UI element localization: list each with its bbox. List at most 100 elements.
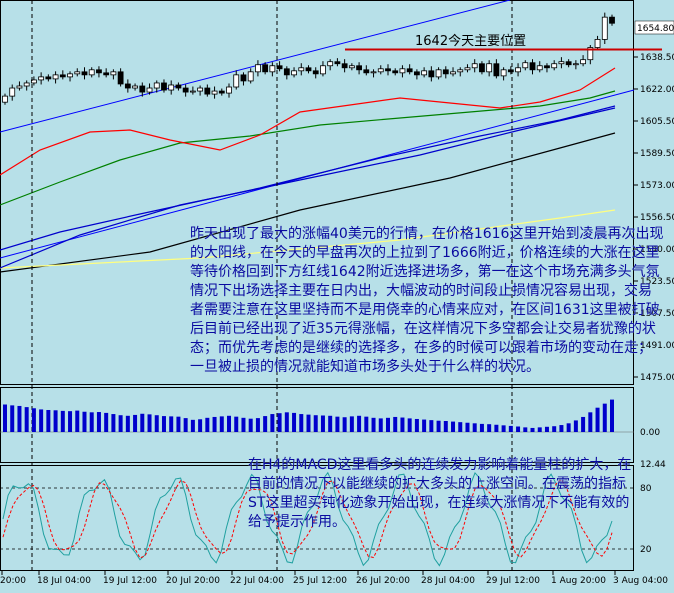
macd-bar [516,426,521,432]
macd-bar [169,416,174,432]
macd-bar [458,422,463,432]
candle-body [197,87,204,92]
y-tick-label: 1638.50 [640,53,674,63]
macd-bar [10,405,15,432]
candle-body [88,69,95,76]
x-tick-label: 26 Jul 20:00 [356,576,410,586]
macd-bar [284,412,289,432]
candle-body [515,67,521,73]
candle-body [233,74,240,88]
macd-bar [212,416,217,432]
macd-bar [508,425,513,432]
y-tick-label: 1523.50 [640,277,674,287]
macd-bar [537,427,542,432]
macd-bar [31,408,36,432]
y-tick-label: 1540.00 [640,245,674,255]
macd-bar [552,426,557,432]
candle-body [146,87,153,93]
macd-bar [313,415,318,432]
candle-body [276,65,283,70]
candle-body [38,76,45,81]
candle-body [572,63,579,66]
macd-bar [610,399,614,432]
ma-slow-line [0,132,616,273]
candle-body [609,16,615,24]
candle-body [348,65,355,69]
candle-body [363,69,370,74]
macd-bar [342,417,347,432]
candle-body [587,47,594,61]
candle-body [479,63,485,73]
macd-bar [154,415,159,432]
macd-bar [255,418,260,432]
candle-body [189,90,196,93]
macd-bar [414,418,419,432]
macd-bar [422,419,427,432]
macd-bar [147,414,152,432]
candle-body [522,62,529,69]
macd-bar [443,421,448,432]
candle-body [175,84,182,89]
candle-body [493,63,500,77]
candle-body [558,61,565,65]
macd-bar [234,416,239,432]
macd-bar [227,415,232,432]
macd-bar [544,426,549,432]
macd-bar [451,421,456,432]
ma-blue-line-2 [0,105,616,251]
x-tick-label: 20 Jul 20:00 [166,576,220,586]
candle-body [110,71,117,76]
candle-body [421,70,428,76]
macd-bar [17,405,22,432]
y-tick-label: 1507.50 [640,309,674,319]
macd-bar [219,416,224,432]
macd-bar [24,407,29,432]
candle-body [601,16,608,40]
macd-bar [96,412,101,432]
macd-bar [378,418,383,432]
candle-body [291,70,297,76]
x-tick-label: 22 Jul 04:00 [230,576,284,586]
stoch-tick-label: 80 [640,484,652,494]
y-tick-label: 1622.00 [640,85,674,95]
macd-bar [479,423,484,432]
candle-body [283,68,290,76]
candle-body [262,64,269,73]
x-tick-label: 19 Jul 12:00 [103,576,157,586]
macd-bar [248,418,253,432]
candle-body [23,82,30,87]
candle-body [9,87,16,97]
macd-bar [176,416,181,432]
candle-body [182,87,189,93]
macd-bar [429,420,434,432]
macd-bar [400,417,405,432]
candle-body [356,65,362,71]
candle-body [457,69,464,73]
ma-yellow-line [0,209,616,269]
candle-body [544,65,550,69]
y-tick-label: 1589.50 [640,149,674,159]
candle-body [529,62,536,71]
macd-bar [573,420,578,432]
ma-fast-line [0,67,616,176]
indicator-note: 在H4的MACD这里看多头的连续发力影响着能量柱的扩大，在目前的情况下以能继续的… [248,457,632,530]
macd-bar [118,415,123,432]
candle-body [392,70,399,74]
y-tick-label: 1573.00 [640,181,674,191]
macd-bar [320,415,325,432]
candle-body [96,69,102,74]
candle-body [255,64,261,73]
x-tick-label: 1 Aug 20:00 [551,576,606,586]
candle-body [16,85,23,89]
macd-bar [46,410,51,432]
macd-bar [190,419,195,432]
macd-bar [104,412,109,432]
x-tick-label: 3 Aug 04:00 [613,576,668,586]
candle-body [312,70,319,75]
stoch-signal-line [2,478,613,559]
candle-body [580,59,586,65]
candle-body [2,95,8,103]
candle-body [67,73,73,78]
candle-body [471,63,478,69]
candle-body [327,61,334,67]
